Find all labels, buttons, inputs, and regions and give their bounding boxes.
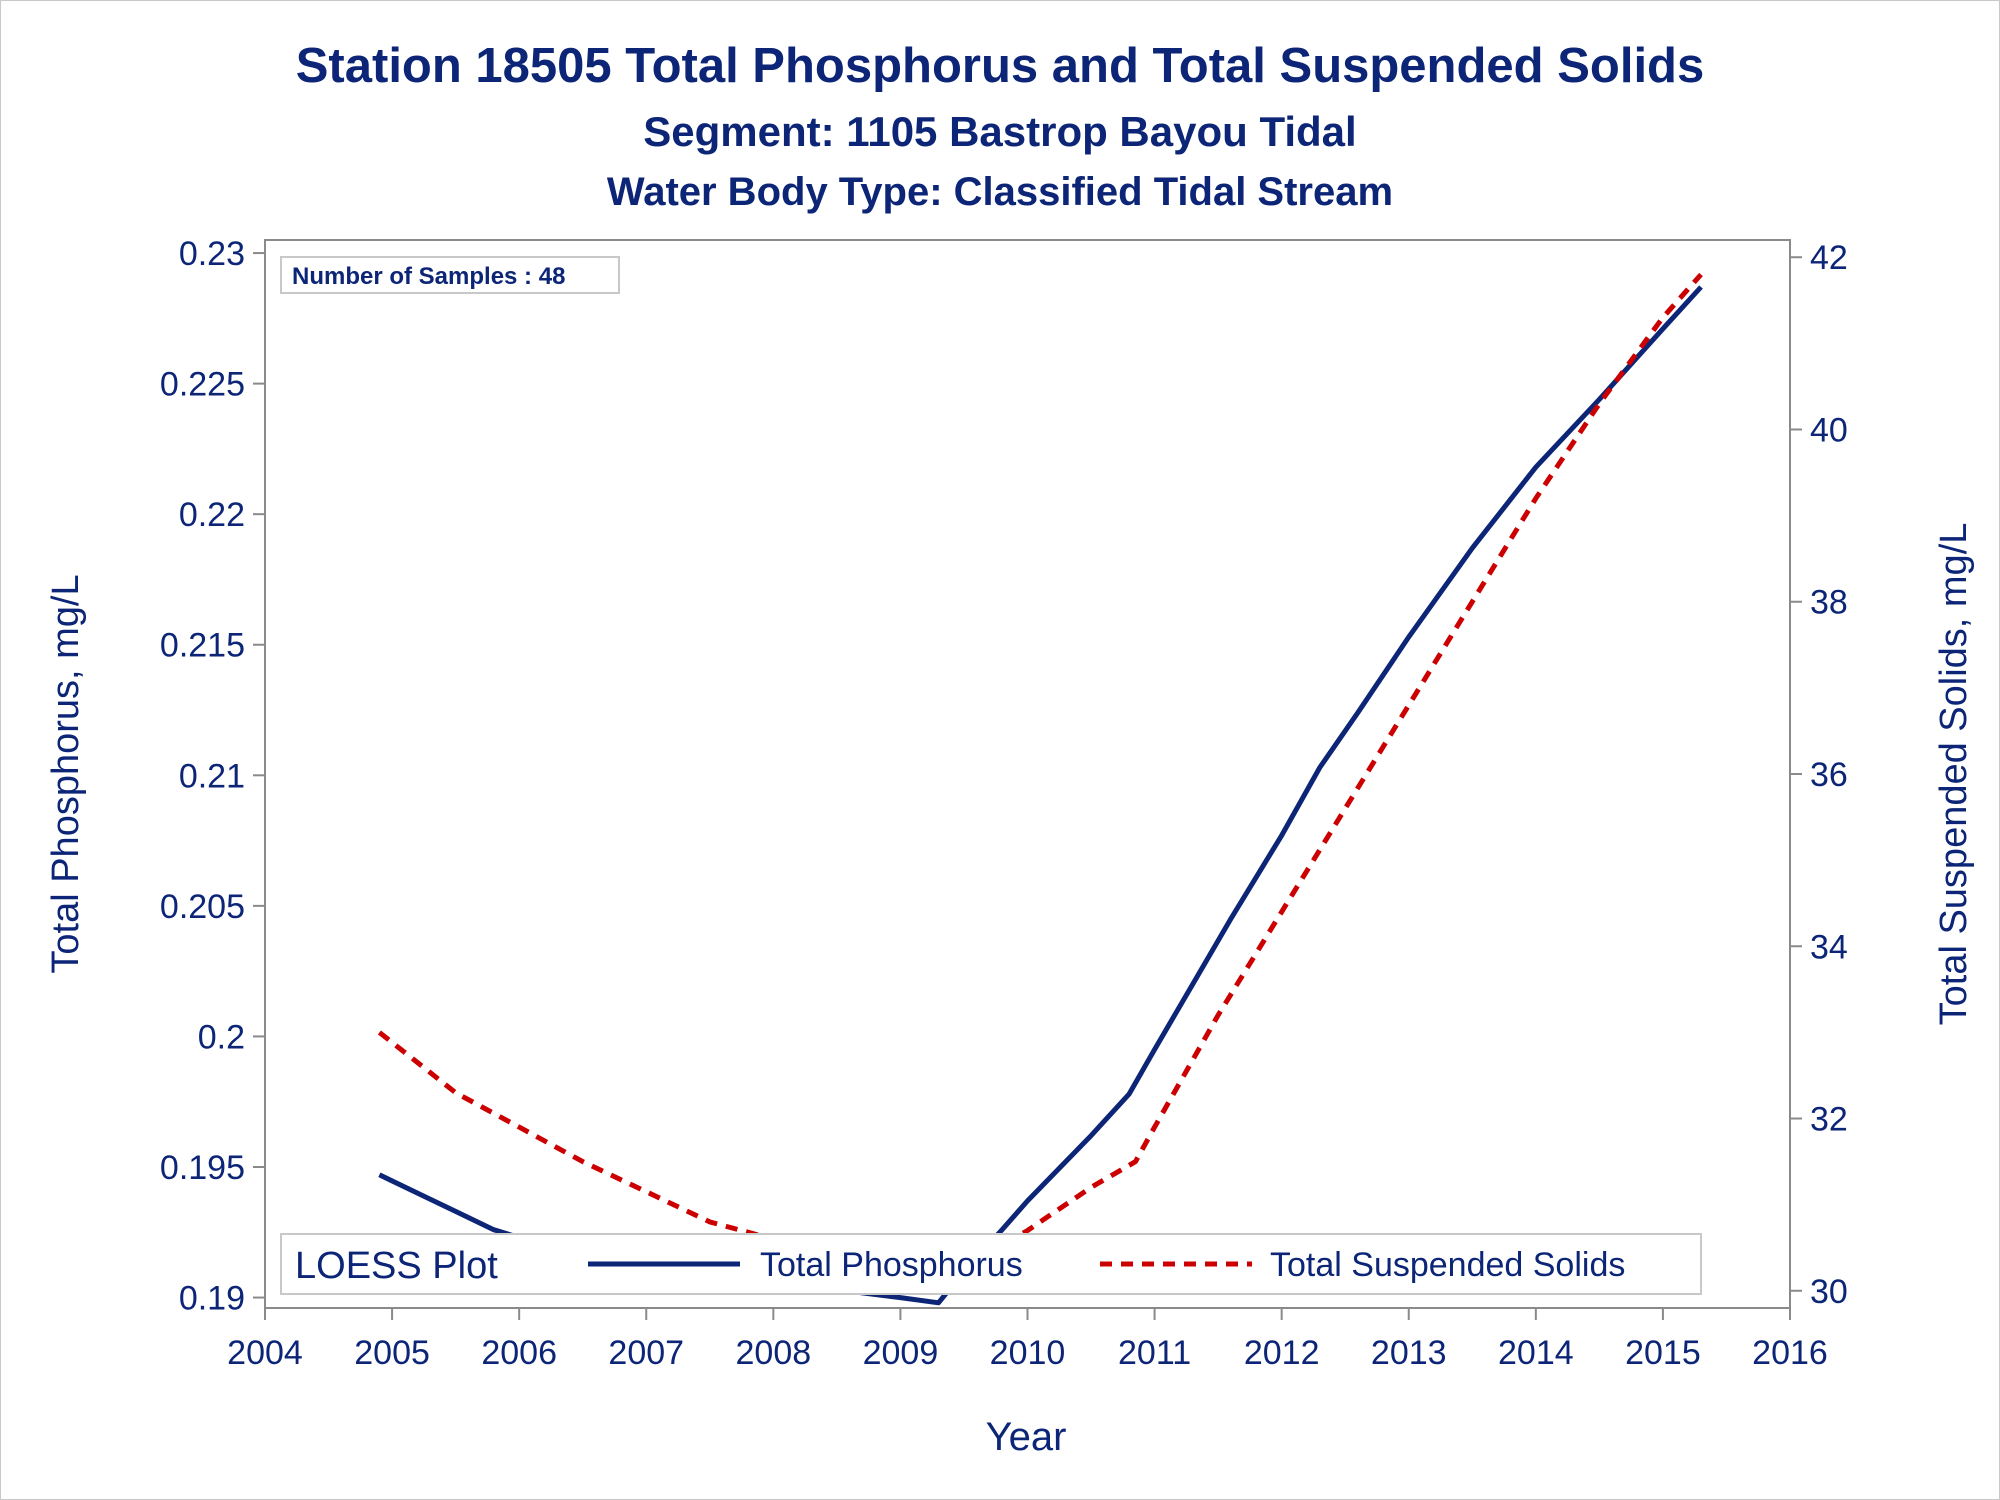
- x-tick-label: 2007: [608, 1334, 684, 1372]
- legend-label-tss: Total Suspended Solids: [1270, 1246, 1625, 1284]
- y2-tick-label: 34: [1810, 928, 1848, 966]
- legend-box: [280, 1233, 1702, 1295]
- y-tick-label: 0.215: [160, 627, 245, 665]
- x-tick-label: 2011: [1118, 1334, 1191, 1372]
- y2-tick-label: 38: [1810, 584, 1848, 622]
- x-tick-label: 2005: [354, 1334, 430, 1372]
- plot-area-border: [264, 239, 1791, 1309]
- bottom-axis: 2004 2005 2006 2007 2008 2009 2010 2011 2012 2013…: [227, 1308, 1828, 1372]
- y2-tick-label: 40: [1810, 411, 1848, 449]
- chart-title: Station 18505 Total Phosphorus and Total…: [295, 39, 1705, 93]
- legend-title: LOESS Plot: [295, 1245, 498, 1287]
- y-tick-label: 0.2: [198, 1018, 245, 1056]
- y-tick-label: 0.195: [160, 1149, 245, 1187]
- series-line-total-suspended-solids: [377, 272, 1703, 1281]
- x-tick-label: 2008: [736, 1334, 812, 1372]
- x-tick-label: 2013: [1371, 1334, 1447, 1372]
- x-tick-label: 2012: [1244, 1334, 1320, 1372]
- y2-tick-label: 30: [1810, 1273, 1848, 1311]
- chart-subtitle: Segment: 1105 Bastrop Bayou Tidal: [643, 108, 1357, 155]
- x-tick-label: 2015: [1625, 1334, 1701, 1372]
- y-axis-label: Total Phosphorus, mg/L: [45, 574, 87, 973]
- y-tick-label: 0.21: [179, 757, 245, 795]
- x-tick-label: 2009: [863, 1334, 939, 1372]
- x-tick-label: 2010: [990, 1334, 1066, 1372]
- y2-tick-label: 42: [1810, 239, 1848, 277]
- x-axis-label: Year: [986, 1415, 1067, 1459]
- series-group: [377, 272, 1703, 1306]
- right-axis: 30 32 34 36 38 40 42: [1790, 239, 1848, 1311]
- sample-count-label: Number of Samples : 48: [292, 263, 565, 290]
- y-tick-label: 0.23: [179, 235, 245, 273]
- x-tick-label: 2004: [227, 1334, 303, 1372]
- y-tick-label: 0.19: [179, 1280, 245, 1318]
- left-axis: 0.19 0.195 0.2 0.205 0.21 0.215 0.22 0.225 0.23: [160, 235, 265, 1318]
- x-tick-label: 2014: [1498, 1334, 1574, 1372]
- legend-label-phosphorus: Total Phosphorus: [760, 1246, 1023, 1284]
- series-line-total-phosphorus: [378, 285, 1703, 1306]
- y2-tick-label: 36: [1810, 756, 1848, 794]
- sample-count-box: [280, 256, 620, 294]
- y2-tick-label: 32: [1810, 1101, 1848, 1139]
- y2-axis-label: Total Suspended Solids, mg/L: [1933, 523, 1975, 1026]
- y-tick-label: 0.225: [160, 366, 245, 404]
- y-tick-label: 0.205: [160, 888, 245, 926]
- chart-subtitle-secondary: Water Body Type: Classified Tidal Stream: [606, 170, 1394, 214]
- x-tick-label: 2016: [1752, 1334, 1828, 1372]
- x-tick-label: 2006: [481, 1334, 557, 1372]
- y-tick-label: 0.22: [179, 496, 245, 534]
